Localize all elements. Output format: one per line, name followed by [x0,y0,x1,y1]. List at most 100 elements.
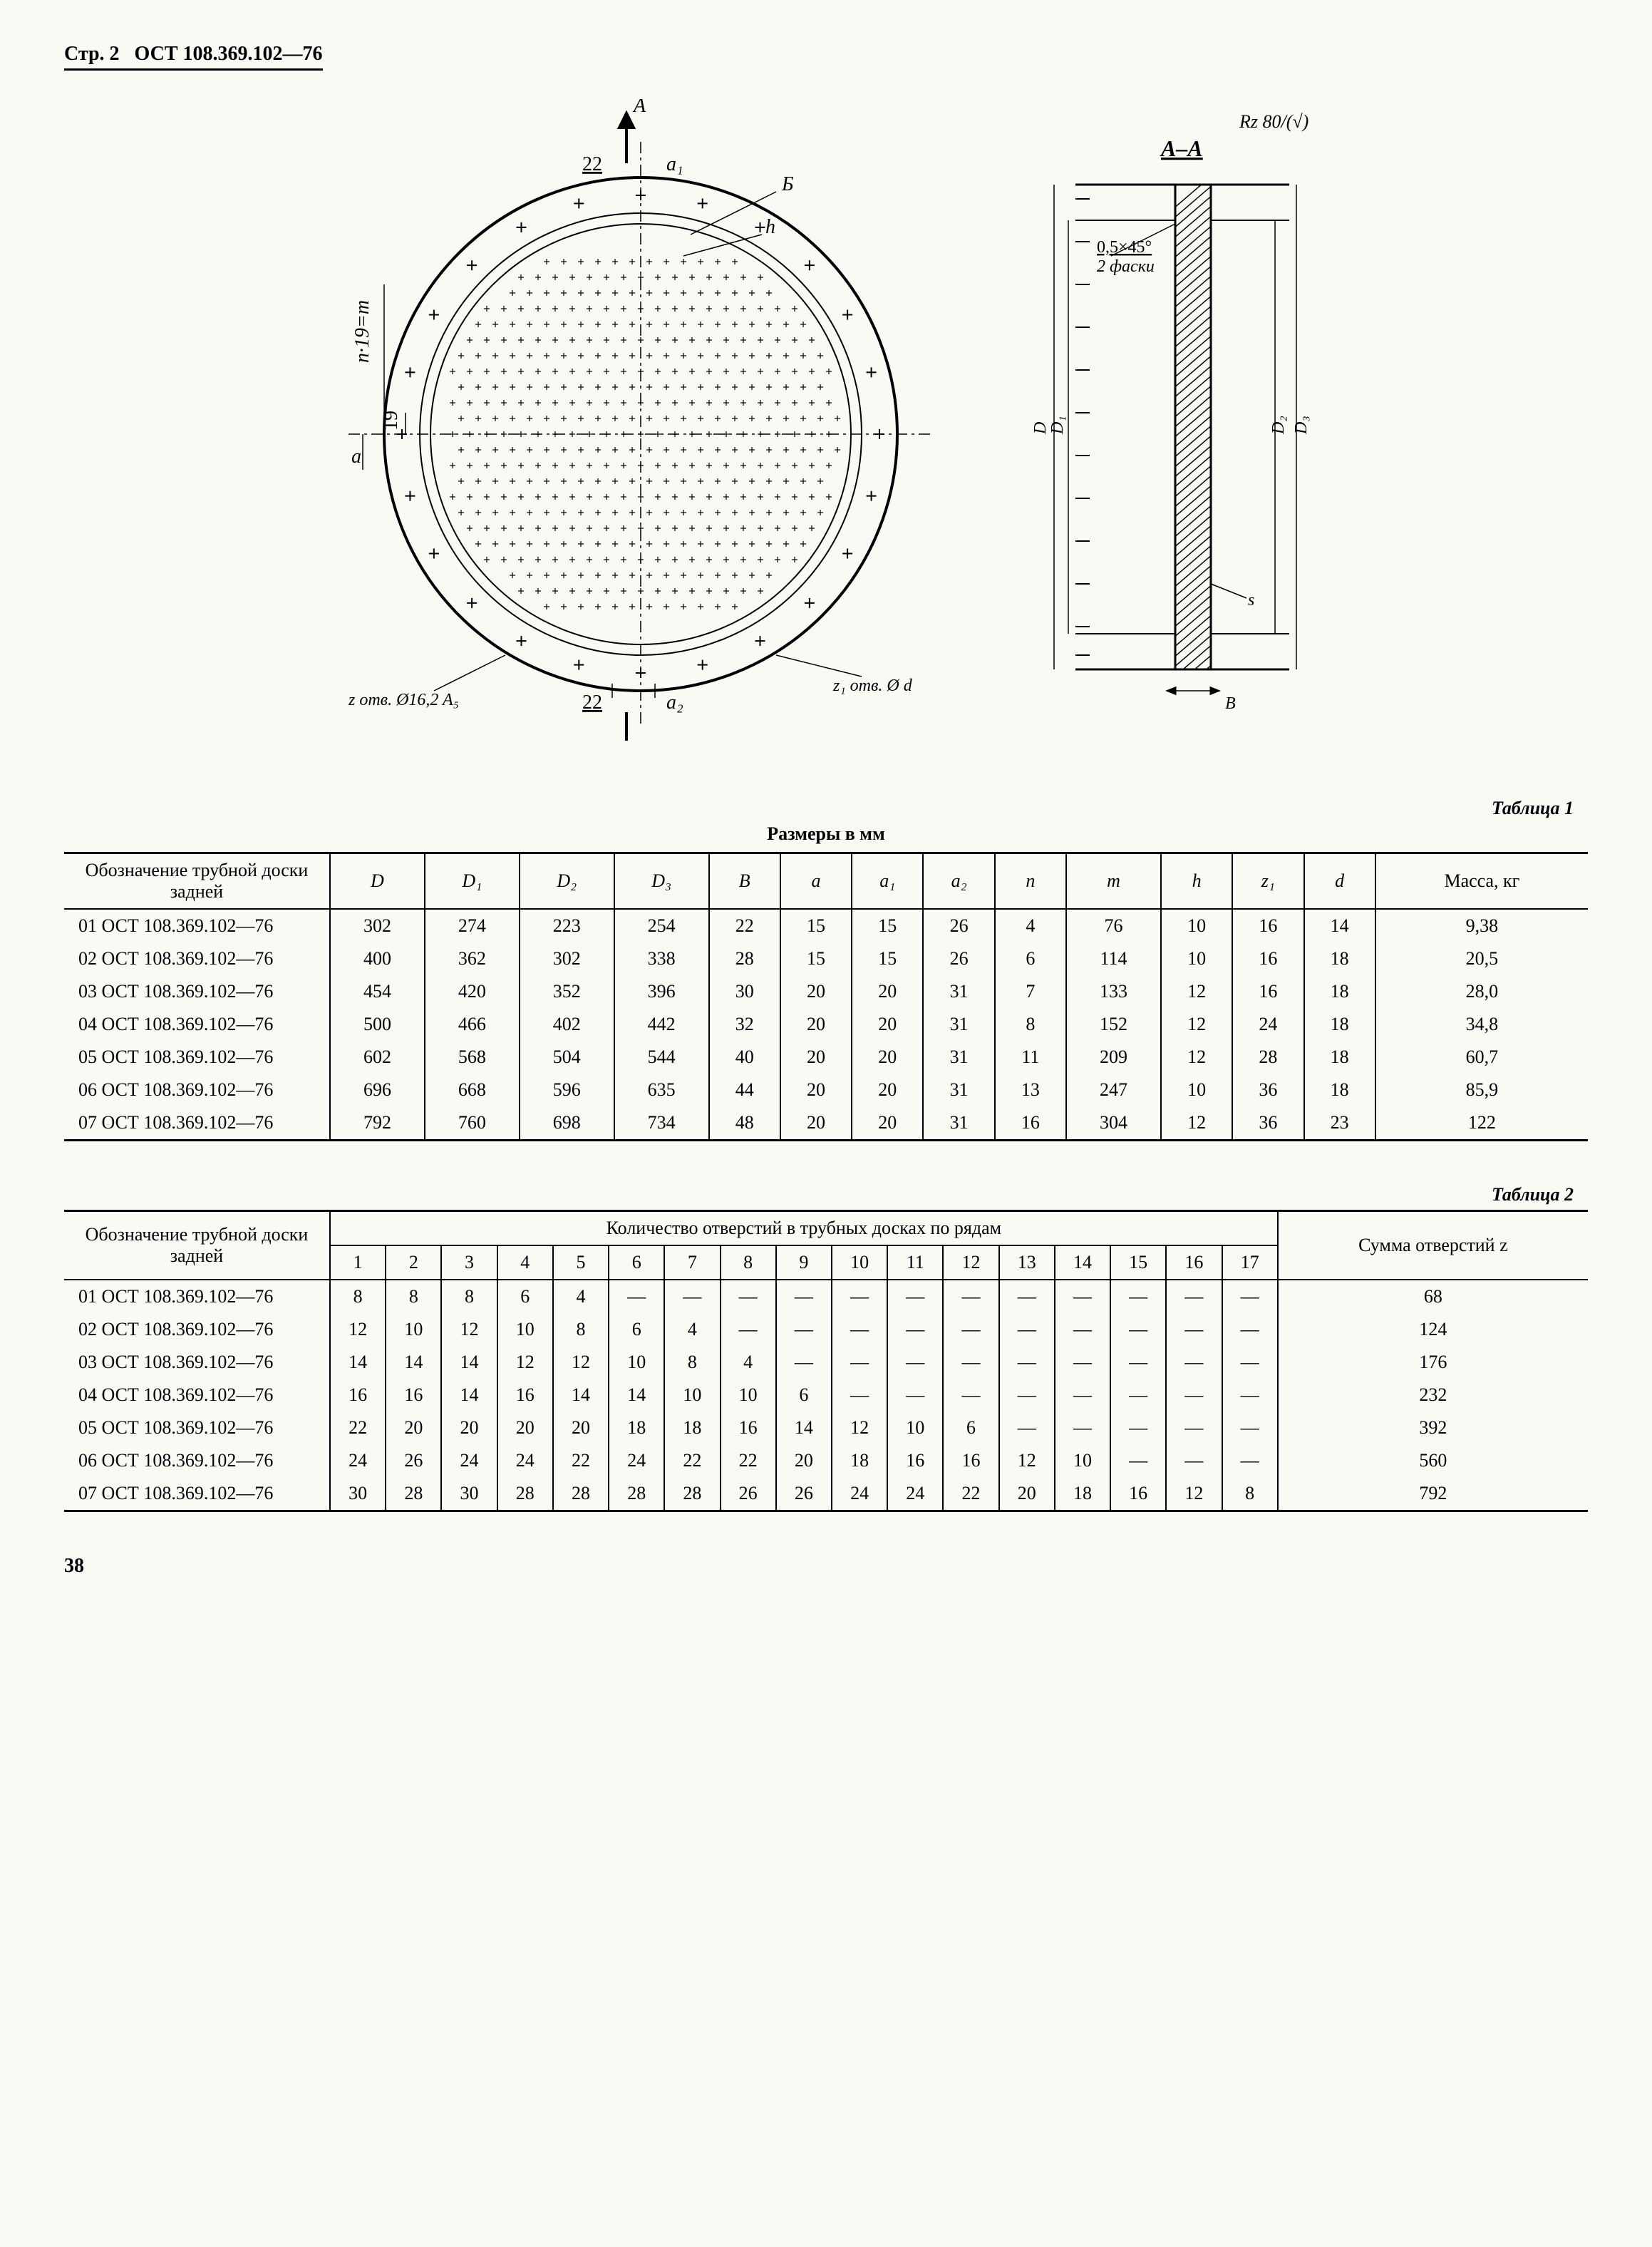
label-n19m: n·19=m [351,300,373,363]
table-cell: 760 [425,1106,520,1141]
table-cell: 10 [386,1313,441,1346]
table-cell: 15 [780,909,852,942]
table-cell: — [1222,1280,1278,1313]
technical-drawing: A A 22 a₁ 22 a₂ Б h n·19=m 19 a z отв. Ø… [64,99,1588,741]
table-cell: 11 [995,1041,1066,1074]
table-cell: 22 [721,1444,776,1477]
note-left: z отв. Ø16,2 A₅ [348,691,459,709]
table-cell: 20 [553,1412,609,1444]
table-cell: 20 [441,1412,497,1444]
table-cell: 10 [664,1379,720,1412]
dim-chamfer-2: 2 фаски [1097,257,1155,276]
table-cell: 4 [721,1346,776,1379]
table-cell: 8 [995,1008,1066,1041]
dim-D1: D₁ [1048,416,1067,435]
t2-colnum: 13 [999,1245,1055,1280]
t1-col-B: B [709,853,780,910]
t2-colnum: 8 [721,1245,776,1280]
table-cell: 304 [1066,1106,1161,1141]
t1-col-d: d [1304,853,1375,910]
table-cell: 10 [1161,942,1232,975]
table-cell: 14 [609,1379,664,1412]
table-cell: 6 [995,942,1066,975]
hole-count-table: Обозначение трубной доски задней Количес… [64,1210,1588,1512]
table-sum-cell: 176 [1278,1346,1588,1379]
t2-head-designation: Обозначение трубной доски задней [64,1211,330,1280]
table-cell: 7 [995,975,1066,1008]
t1-col-D1: D₁ [425,853,520,910]
table-cell: 26 [923,909,994,942]
table-cell: 26 [721,1477,776,1511]
t2-head-sum: Сумма отверстий z [1278,1211,1588,1280]
t2-colnum: 11 [887,1245,943,1280]
table-cell: 15 [852,909,923,942]
table-cell: 16 [386,1379,441,1412]
table-cell: 10 [887,1412,943,1444]
table-cell: 114 [1066,942,1161,975]
table-row-designation: 07 ОСТ 108.369.102—76 [64,1477,330,1511]
table-cell: — [999,1313,1055,1346]
table-cell: 12 [1166,1477,1222,1511]
page-header: Стр. 2 ОСТ 108.369.102—76 [64,43,323,71]
table-cell: 274 [425,909,520,942]
table-cell: — [1166,1346,1222,1379]
table-cell: — [1055,1280,1110,1313]
table-cell: 16 [1232,942,1303,975]
table-cell: 14 [553,1379,609,1412]
table-cell: 12 [1161,975,1232,1008]
table-cell: 6 [943,1412,998,1444]
table-cell: — [943,1280,998,1313]
table-cell: 454 [330,975,425,1008]
table-cell: — [999,1280,1055,1313]
table-cell: — [664,1280,720,1313]
table-cell: — [1166,1280,1222,1313]
table-cell: 26 [923,942,994,975]
table-cell: — [1222,1379,1278,1412]
table-cell: 26 [776,1477,832,1511]
page-number: 38 [64,1555,1588,1578]
table-cell: 22 [943,1477,998,1511]
table-cell: — [1055,1379,1110,1412]
table-cell: 9,38 [1375,909,1588,942]
t2-colnum: 6 [609,1245,664,1280]
table-cell: 31 [923,975,994,1008]
table-cell: 12 [1161,1041,1232,1074]
table-cell: — [887,1280,943,1313]
dim-22-top: 22 [582,153,602,175]
table-row-designation: 04 ОСТ 108.369.102—76 [64,1379,330,1412]
table-cell: 14 [1304,909,1375,942]
table-cell: 6 [776,1379,832,1412]
table-cell: 18 [1055,1477,1110,1511]
table-cell: 10 [497,1313,553,1346]
table-cell: — [1055,1313,1110,1346]
table-cell: 442 [614,1008,709,1041]
table-cell: — [1166,1313,1222,1346]
table-cell: 22 [330,1412,386,1444]
table-cell: — [1110,1346,1166,1379]
page-label: Стр. 2 [64,43,120,65]
table-cell: 792 [330,1106,425,1141]
table-cell: 20 [780,1074,852,1106]
table-cell: 4 [553,1280,609,1313]
table-cell: 28 [1232,1041,1303,1074]
t1-col-m: m [1066,853,1161,910]
table-cell: — [943,1346,998,1379]
table-cell: 16 [497,1379,553,1412]
dim-a1: a₁ [666,153,683,175]
table-cell: 24 [497,1444,553,1477]
t2-colnum: 4 [497,1245,553,1280]
table-cell: 133 [1066,975,1161,1008]
t2-colnum: 16 [1166,1245,1222,1280]
t2-colnum: 1 [330,1245,386,1280]
table-cell: 20 [852,1106,923,1141]
table-cell: 32 [709,1008,780,1041]
t2-colnum: 7 [664,1245,720,1280]
standard-code: ОСТ 108.369.102—76 [135,43,323,65]
table-cell: 20,5 [1375,942,1588,975]
table-cell: — [776,1346,832,1379]
table-cell: 10 [1161,1074,1232,1106]
table-cell: 16 [887,1444,943,1477]
table-cell: 400 [330,942,425,975]
table-cell: — [1110,1280,1166,1313]
table-cell: 20 [780,1106,852,1141]
